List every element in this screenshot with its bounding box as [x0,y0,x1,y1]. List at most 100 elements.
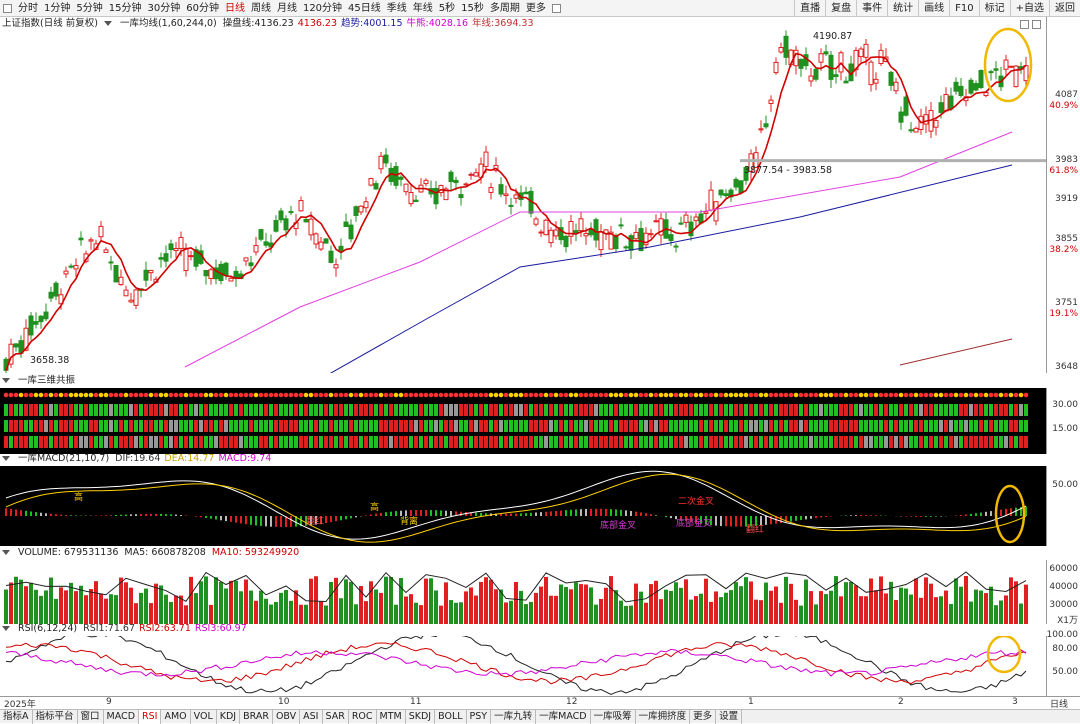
period-options-icon[interactable] [551,3,561,13]
resonance-cell [424,436,428,448]
collapse-icon[interactable] [2,378,10,383]
indicator-value: DIF:19.64 [115,452,160,465]
volume-bar [879,576,883,624]
tab-0[interactable]: 指标A [0,709,33,724]
layout-toggle-icon[interactable] [3,3,12,13]
period-16[interactable]: 更多 [525,2,546,14]
tab-10[interactable]: ASI [300,709,323,724]
collapse-icon[interactable] [2,456,10,461]
resonance-cell [559,436,563,448]
resonance-dot [163,392,169,398]
resonance-cell [624,420,628,432]
tab-8[interactable]: BRAR [240,709,273,724]
period-6[interactable]: 日线 [224,2,245,14]
collapse-icon[interactable] [2,550,10,555]
toolbar-button-3[interactable]: 统计 [887,0,918,17]
toolbar-button-1[interactable]: 复盘 [825,0,856,17]
resonance-dot [598,392,604,398]
resonance-cell [554,404,558,416]
period-8[interactable]: 月线 [276,2,297,14]
toolbar-button-7[interactable]: +自选 [1009,0,1049,17]
resonance-panel[interactable]: 一库三维共振 30.00 15.00 [0,374,1080,454]
tab-17[interactable]: 一库九转 [491,709,537,724]
resonance-cell [984,420,988,432]
collapse-icon[interactable] [2,626,10,631]
macd-signal-label: 翻红 [306,515,324,527]
tab-12[interactable]: ROC [349,709,377,724]
tab-14[interactable]: SKDJ [406,709,436,724]
resonance-dot [103,392,109,398]
macd-panel[interactable]: 一库MACD(21,10,7) DIF:19.64 DEA:14.77 MACD:9… [0,452,1080,546]
resonance-dot [658,392,664,398]
maximize-icon[interactable] [1032,20,1041,29]
toolbar-button-0[interactable]: 直播 [794,0,825,17]
tab-4[interactable]: RSI [139,709,162,724]
tab-2[interactable]: 窗口 [78,709,104,724]
resonance-cell [639,404,643,416]
resonance-dot [343,392,349,398]
kline-canvas[interactable] [0,17,1046,373]
resonance-canvas[interactable] [0,388,1046,454]
period-15[interactable]: 多周期 [489,2,520,14]
toolbar-button-5[interactable]: F10 [949,0,978,17]
fib-pct-tick: 61.8% [1049,165,1078,176]
toolbar-button-2[interactable]: 事件 [856,0,887,17]
tab-11[interactable]: SAR [323,709,349,724]
toolbar-button-6[interactable]: 标记 [978,0,1010,17]
rsi-panel[interactable]: RSI(6,12,24) RSI1:71.67 RSI2:63.71 RSI3:60… [0,622,1080,696]
resonance-dot [523,392,529,398]
period-5[interactable]: 60分钟 [186,2,219,14]
dropdown-icon[interactable] [103,21,112,26]
tab-7[interactable]: KDJ [217,709,241,724]
tab-6[interactable]: VOL [191,709,217,724]
candle-body [798,58,804,69]
resonance-cell [694,404,698,416]
period-2[interactable]: 5分钟 [76,2,103,14]
period-4[interactable]: 30分钟 [147,2,181,14]
resonance-cell [619,404,623,416]
candle-body [448,171,454,183]
tab-21[interactable]: 更多 [690,709,717,724]
volume-panel[interactable]: VOLUME: 679531136 MA5: 660878208 MA10: 5… [0,546,1080,626]
indicator-label: 操盘线: [222,18,255,29]
period-0[interactable]: 分时 [18,2,38,14]
tab-18[interactable]: 一库MACD [536,709,591,724]
volume-bar [639,591,643,624]
tab-9[interactable]: OBV [273,709,301,724]
restore-icon[interactable] [1020,20,1029,29]
toolbar-button-8[interactable]: 返回 [1049,0,1080,17]
toolbar-button-4[interactable]: 画线 [918,0,949,17]
volume-canvas[interactable] [0,560,1046,624]
period-1[interactable]: 1分钟 [44,2,71,14]
period-7[interactable]: 周线 [250,2,271,14]
period-3[interactable]: 15分钟 [108,2,142,14]
tab-5[interactable]: AMO [161,709,191,724]
tab-15[interactable]: BOLL [435,709,467,724]
period-10[interactable]: 45日线 [348,2,381,14]
period-9[interactable]: 120分钟 [302,2,343,14]
tab-22[interactable]: 设置 [716,709,743,724]
main-kline-panel[interactable]: 上证指数(日线 前复权) 一库均线(1,60,244,0) 操盘线:4136.2… [0,17,1080,373]
tab-16[interactable]: PSY [467,709,492,724]
volume-bar [434,590,438,624]
tab-20[interactable]: 一库拥挤度 [636,709,691,724]
date-label: 2025年 [4,700,36,710]
resonance-cell [219,404,223,416]
period-14[interactable]: 15秒 [461,2,484,14]
resonance-cell [54,404,58,416]
resonance-cell [919,436,923,448]
tab-1[interactable]: 指标平台 [33,709,78,724]
period-12[interactable]: 年线 [412,2,433,14]
period-13[interactable]: 5秒 [438,2,456,14]
tab-13[interactable]: MTM [377,709,406,724]
tab-19[interactable]: 一库吸筹 [591,709,636,724]
period-11[interactable]: 季线 [386,2,407,14]
resonance-cell [29,436,33,448]
rsi-canvas[interactable] [0,636,1046,696]
tab-3[interactable]: MACD [104,709,140,724]
candle-body [988,71,994,74]
candle-body [668,234,674,242]
volume-bar [204,576,208,624]
resonance-cell [614,436,618,448]
